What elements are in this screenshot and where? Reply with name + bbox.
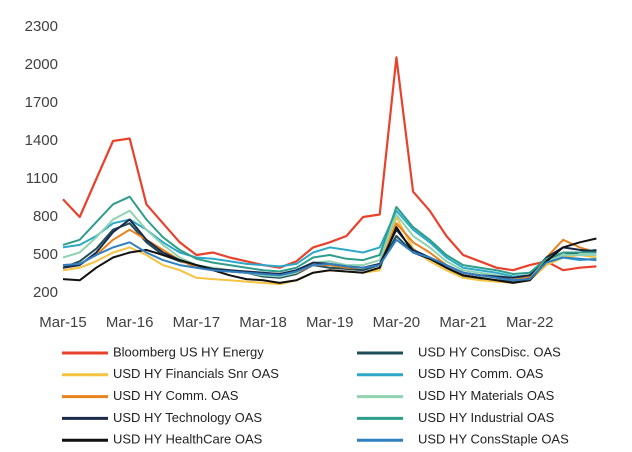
- x-tick-label: Mar-16: [106, 314, 154, 331]
- y-tick-label: 200: [33, 284, 58, 301]
- series-line: [62, 226, 597, 284]
- legend-label: USD HY ConsDisc. OAS: [418, 344, 561, 359]
- legend-label: Bloomberg US HY Energy: [113, 344, 264, 359]
- x-tick-label: Mar-22: [506, 314, 554, 331]
- x-tick-label: Mar-18: [239, 314, 287, 331]
- y-tick-label: 1700: [25, 94, 58, 111]
- y-tick-label: 500: [33, 246, 58, 263]
- y-tick-label: 2300: [25, 18, 58, 35]
- series-line: [62, 238, 597, 282]
- legend-label: USD HY Materials OAS: [418, 388, 555, 403]
- legend-label: USD HY HealthCare OAS: [113, 432, 263, 447]
- legend-label: USD HY Comm. OAS: [418, 366, 544, 381]
- legend-label: USD HY ConsStaple OAS: [418, 432, 569, 447]
- x-tick-label: Mar-19: [306, 314, 354, 331]
- legend-label: USD HY Technology OAS: [113, 410, 262, 425]
- y-tick-label: 1400: [25, 132, 58, 149]
- x-tick-label: Mar-20: [373, 314, 421, 331]
- legend-label: USD HY Financials Snr OAS: [113, 366, 279, 381]
- x-tick-label: Mar-21: [439, 314, 487, 331]
- x-tick-label: Mar-15: [39, 314, 87, 331]
- y-tick-label: 800: [33, 208, 58, 225]
- y-tick-label: 2000: [25, 56, 58, 73]
- legend-label: USD HY Comm. OAS: [113, 388, 239, 403]
- y-tick-label: 1100: [26, 170, 58, 187]
- series-line: [62, 209, 597, 278]
- series-line: [62, 195, 597, 275]
- series-line: [62, 56, 597, 272]
- legend-label: USD HY Industrial OAS: [418, 410, 555, 425]
- x-tick-label: Mar-17: [173, 314, 221, 331]
- series-line: [62, 222, 597, 282]
